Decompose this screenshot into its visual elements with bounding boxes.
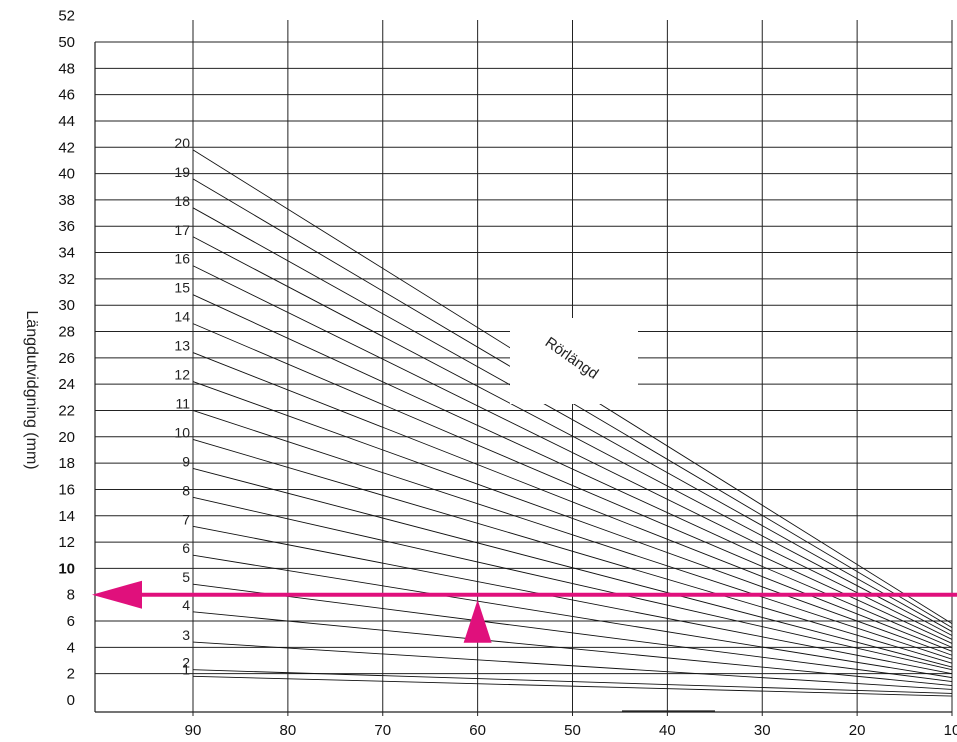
y-tick-48: 48 (58, 60, 75, 77)
y-tick-46: 46 (58, 87, 75, 104)
y-tick-28: 28 (58, 324, 75, 341)
series-line-17 (192, 236, 953, 636)
x-tick-70: 70 (374, 722, 391, 739)
series-label-7: 7 (182, 511, 190, 527)
y-tick-50: 50 (58, 34, 75, 51)
x-tick-80: 80 (280, 722, 297, 739)
y-tick-52: 52 (58, 8, 75, 25)
series-line-5 (192, 583, 953, 683)
y-tick-8: 8 (67, 587, 75, 604)
series-label-9: 9 (182, 453, 190, 469)
x-tick-20: 20 (849, 722, 866, 739)
y-tick-14: 14 (58, 508, 75, 525)
series-line-8 (192, 496, 953, 671)
series-label-17: 17 (174, 222, 190, 238)
series-line-15 (192, 294, 953, 644)
y-tick-2: 2 (67, 666, 75, 683)
series-label-12: 12 (174, 367, 190, 383)
series-label-1: 1 (182, 661, 190, 677)
readout-arrowhead-left (92, 580, 142, 609)
y-tick-36: 36 (58, 218, 75, 235)
y-tick-18: 18 (58, 455, 75, 472)
y-tick-42: 42 (58, 139, 75, 156)
y-tick-30: 30 (58, 297, 75, 314)
series-line-13 (192, 352, 953, 652)
y-tick-40: 40 (58, 166, 75, 183)
y-tick-10: 10 (58, 560, 75, 577)
series-label-10: 10 (174, 424, 190, 440)
y-tick-22: 22 (58, 402, 75, 419)
series-label-13: 13 (174, 338, 190, 354)
series-line-1 (192, 675, 953, 697)
series-line-10 (192, 439, 953, 664)
series-label-11: 11 (175, 395, 190, 411)
series-line-3 (192, 641, 953, 690)
series-label-5: 5 (182, 569, 190, 585)
y-tick-26: 26 (58, 350, 75, 367)
annotation-bg (510, 318, 638, 404)
x-tick-30: 30 (754, 722, 771, 739)
readout-marker-up (463, 599, 492, 643)
y-tick-4: 4 (67, 639, 75, 656)
y-tick-34: 34 (58, 245, 75, 262)
y-tick-6: 6 (67, 613, 75, 630)
series-label-8: 8 (182, 482, 190, 498)
series-label-15: 15 (174, 280, 190, 296)
series-line-6 (192, 554, 953, 679)
series-line-4 (192, 611, 953, 686)
series-label-14: 14 (174, 309, 190, 325)
series-label-18: 18 (174, 193, 190, 209)
x-tick-90: 90 (185, 722, 202, 739)
series-label-16: 16 (174, 251, 190, 267)
axes: 90 80 70 60 50 40 30 20 100246810121416182022242… (58, 8, 957, 739)
series-label-6: 6 (182, 540, 190, 556)
series-line-12 (192, 381, 953, 656)
series-lines (192, 149, 953, 697)
series-line-16 (192, 265, 953, 640)
series-line-7 (192, 525, 953, 675)
y-tick-12: 12 (58, 534, 75, 551)
readout (92, 580, 957, 643)
x-tick-50: 50 (564, 722, 581, 739)
y-tick-32: 32 (58, 271, 75, 288)
series-line-2 (192, 669, 953, 694)
series-label-3: 3 (182, 627, 190, 643)
x-tick-10: 10 (944, 722, 957, 739)
series-line-18 (192, 207, 953, 632)
series-line-11 (192, 410, 953, 660)
y-tick-38: 38 (58, 192, 75, 209)
series-label-2: 2 (182, 655, 190, 671)
y-tick-0: 0 (67, 692, 75, 709)
series-label-4: 4 (182, 597, 190, 613)
x-tick-60: 60 (469, 722, 486, 739)
series-label-19: 19 (174, 164, 190, 180)
y-tick-20: 20 (58, 429, 75, 446)
series-label-20: 20 (174, 135, 190, 151)
y-tick-44: 44 (58, 113, 75, 130)
series-line-9 (192, 467, 953, 668)
x-tick-40: 40 (659, 722, 676, 739)
y-tick-24: 24 (58, 376, 75, 393)
y-tick-16: 16 (58, 481, 75, 498)
y-axis-label: Längdutvidgning (mm) (23, 310, 40, 469)
